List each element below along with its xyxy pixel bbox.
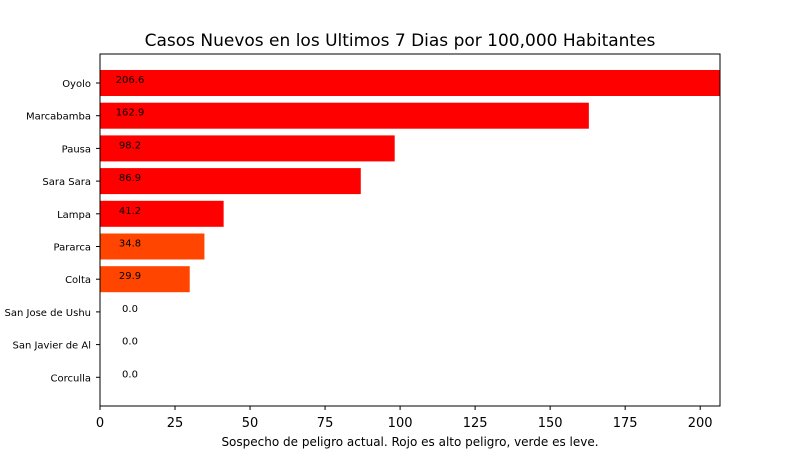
- value-label: 162.9: [116, 108, 145, 119]
- y-tick-label: Sara Sara: [42, 177, 91, 188]
- bar: [100, 135, 395, 162]
- bar: [100, 233, 205, 260]
- x-tick-label: 200: [688, 416, 713, 431]
- y-tick-label: Colta: [65, 275, 91, 286]
- chart-title: Casos Nuevos en los Ultimos 7 Dias por 1…: [145, 31, 656, 51]
- value-label: 0.0: [122, 304, 138, 315]
- bar: [100, 168, 361, 195]
- x-tick-label: 125: [463, 416, 488, 431]
- bar: [100, 70, 720, 96]
- value-label: 0.0: [122, 337, 138, 348]
- y-tick-label: Oyolo: [62, 79, 91, 90]
- x-tick-label: 0: [96, 416, 104, 431]
- value-label: 206.6: [116, 75, 145, 86]
- x-tick-label: 175: [613, 416, 638, 431]
- y-tick-label: Corculla: [50, 373, 91, 384]
- y-tick-label: Lampa: [57, 210, 91, 221]
- y-tick-label: Pausa: [62, 144, 91, 155]
- x-tick-label: 25: [167, 416, 184, 431]
- plot-frame: [99, 53, 721, 407]
- bar: [100, 200, 224, 227]
- x-axis-label: Sospecho de peligro actual. Rojo es alto…: [221, 435, 598, 449]
- y-tick-label: Pararca: [54, 243, 91, 254]
- value-label: 98.2: [119, 140, 141, 151]
- x-tick-label: 75: [317, 416, 334, 431]
- y-tick-label: Marcabamba: [26, 112, 91, 123]
- value-label: 34.8: [119, 239, 141, 250]
- bar: [100, 266, 190, 293]
- x-tick-label: 100: [388, 416, 413, 431]
- bar: [100, 102, 589, 129]
- value-label: 29.9: [119, 271, 141, 282]
- x-tick-label: 150: [538, 416, 563, 431]
- value-label: 41.2: [119, 206, 141, 217]
- x-tick-label: 50: [242, 416, 259, 431]
- y-tick-label: San Jose de Ushu: [5, 308, 91, 319]
- value-label: 86.9: [119, 173, 141, 184]
- value-label: 0.0: [122, 369, 138, 380]
- y-tick-label: San Javier de Al: [12, 341, 91, 352]
